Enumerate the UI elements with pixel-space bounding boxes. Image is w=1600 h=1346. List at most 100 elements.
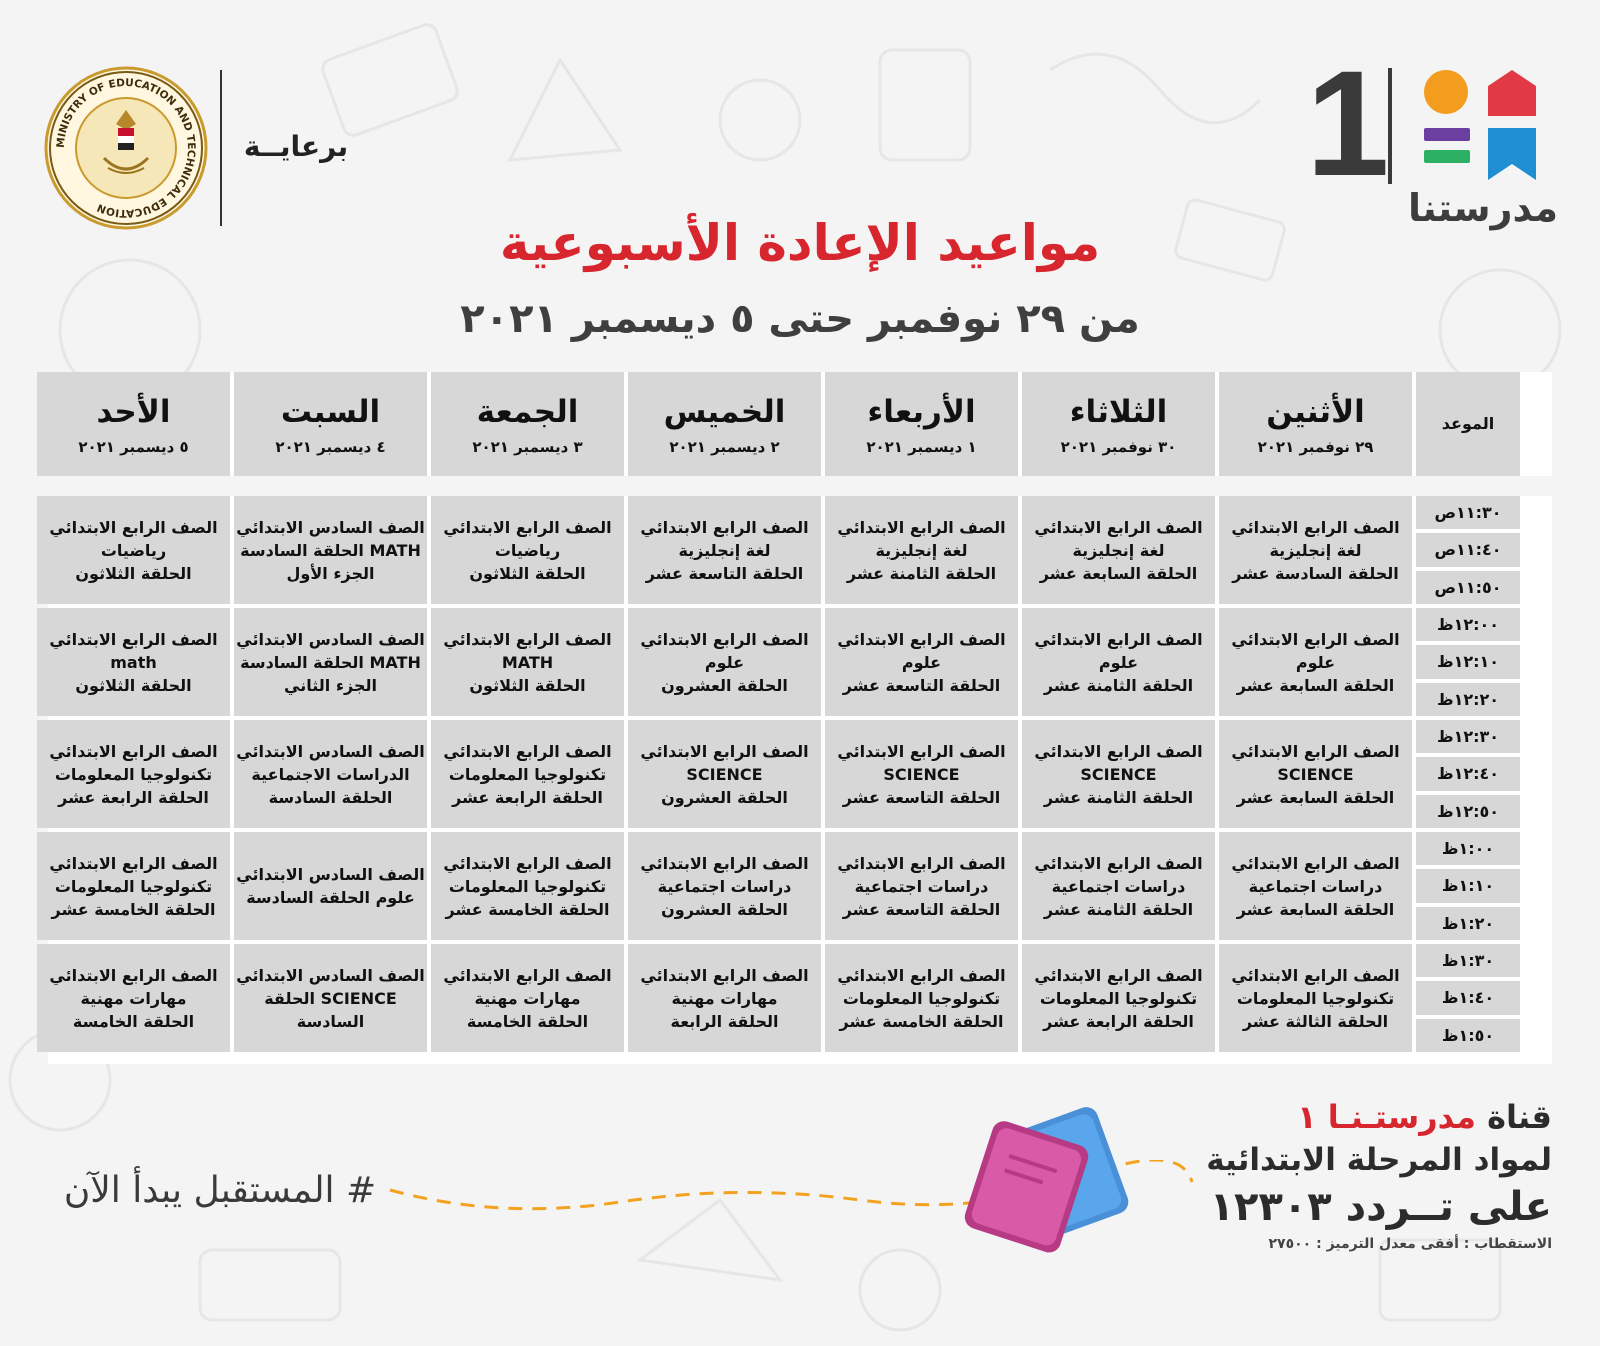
day-date: ١ ديسمبر ٢٠٢١ (866, 438, 977, 456)
lesson-line: الحلقة الثامنة عشر (846, 563, 997, 583)
lesson-cell: الصف الرابع الابتدائي تكنولوجيا المعلومات… (37, 720, 230, 828)
time-slot: ١١:٥٠ص (1416, 570, 1520, 604)
lesson-cell: الصف السادس الابتدائي MATH الحلقة السادسة… (234, 608, 427, 716)
lesson-line: الصف السادس الابتدائي (236, 517, 425, 537)
lesson-line: الصف الرابع الابتدائي (837, 517, 1006, 537)
lesson-line: الحلقة الرابعة (670, 1011, 779, 1031)
day-name: الأحد (96, 394, 171, 430)
lesson-cell: الصف الرابع الابتدائي تكنولوجيا المعلومات… (1022, 944, 1215, 1052)
lesson-line: SCIENCE (1277, 764, 1354, 784)
lesson-line: علوم (901, 652, 942, 672)
time-slot: ١٢:٤٠ظ (1416, 757, 1520, 791)
lesson-cell: الصف الرابع الابتدائي SCIENCE الحلقة الساب… (1219, 720, 1412, 828)
lesson-line: SCIENCE (883, 764, 960, 784)
brand-number: 1 (1306, 39, 1390, 207)
day-name: الجمعة (476, 394, 579, 430)
lesson-line: الحلقة الرابعة عشر (58, 787, 209, 807)
lesson-line: الحلقة الثامنة عشر (1043, 787, 1194, 807)
time-header-label: الموعد (1441, 414, 1495, 433)
time-slot: ١٢:٢٠ظ (1416, 682, 1520, 716)
lesson-line: الحلقة الرابعة عشر (452, 787, 603, 807)
lesson-cell: الصف الرابع الابتدائي رياضيات الحلقة الثلا… (431, 496, 624, 604)
lesson-line: الصف الرابع الابتدائي (1034, 517, 1203, 537)
lesson-cell: الصف الرابع الابتدائي math الحلقة الثلاثون (37, 608, 230, 716)
lesson-cell: الصف الرابع الابتدائي علوم الحلقة التاسعة … (825, 608, 1018, 716)
lesson-line: الصف الرابع الابتدائي (49, 741, 218, 761)
channel-prefix: قناة (1475, 1098, 1552, 1136)
lesson-line: الصف الرابع الابتدائي (443, 741, 612, 761)
time-column-header: الموعد (1416, 372, 1520, 476)
lesson-cell: الصف الرابع الابتدائي تكنولوجيا المعلومات… (37, 832, 230, 940)
brand-name: مدرستنا (1407, 186, 1558, 230)
lesson-line: الصف الرابع الابتدائي (837, 741, 1006, 761)
lesson-line: الحلقة الخامسة (466, 1011, 589, 1031)
day-name: الأربعاء (867, 394, 976, 430)
lesson-cell: الصف الرابع الابتدائي دراسات اجتماعية الحل… (1219, 832, 1412, 940)
lesson-line: الجزء الثاني (284, 675, 377, 695)
day-date: ٥ ديسمبر ٢٠٢١ (78, 438, 189, 456)
lesson-cell: الصف الرابع الابتدائي تكنولوجيا المعلومات… (431, 832, 624, 940)
day-date: ٢٩ نوفمبر ٢٠٢١ (1257, 438, 1374, 456)
books-illustration-icon (964, 1107, 1129, 1253)
lesson-line: الحلقة الخامسة (72, 1011, 195, 1031)
lesson-line: الحلقة السابعة عشر (1236, 899, 1395, 919)
lesson-line: الصف الرابع الابتدائي (1034, 629, 1203, 649)
lesson-cell: الصف الرابع الابتدائي مهارات مهنية الحلقة … (431, 944, 624, 1052)
lesson-cell: الصف الرابع الابتدائي لغة إنجليزية الحلقة … (825, 496, 1018, 604)
lesson-line: لغة إنجليزية (1072, 540, 1165, 560)
lesson-line: الصف السادس الابتدائي (236, 741, 425, 761)
lesson-line: الصف الرابع الابتدائي (443, 629, 612, 649)
lesson-cell: الصف الرابع الابتدائي مهارات مهنية الحلقة … (37, 944, 230, 1052)
day-date: ٣ ديسمبر ٢٠٢١ (472, 438, 583, 456)
lesson-cell: الصف السادس الابتدائي علوم الحلقة السادسة (234, 832, 427, 940)
lesson-line: تكنولوجيا المعلومات (54, 876, 213, 896)
lesson-line: لغة إنجليزية (1269, 540, 1362, 560)
lesson-line: الجزء الأول (286, 563, 375, 583)
lesson-line: رياضيات (494, 540, 561, 560)
lesson-line: علوم (1295, 652, 1336, 672)
channel-info: قناة مدرستـنـا ١ لمواد المرحلة الابتدائي… (1200, 1096, 1552, 1256)
lesson-line: الحلقة الخامسة عشر (445, 899, 610, 919)
lesson-line: لغة إنجليزية (875, 540, 968, 560)
channel-polarization: الاستقطاب : أفقى معدل الترميز : ٢٧٥٠٠ (1268, 1236, 1552, 1252)
lesson-line: الصف الرابع الابتدائي (1231, 741, 1400, 761)
lesson-line: الصف الرابع الابتدائي (443, 853, 612, 873)
lesson-line: علوم (1098, 652, 1139, 672)
day-header: السبت ٤ ديسمبر ٢٠٢١ (234, 372, 427, 476)
time-slot: ١:١٠ظ (1416, 869, 1520, 903)
lesson-line: الحلقة العشرون (661, 675, 788, 695)
day-date: ٣٠ نوفمبر ٢٠٢١ (1060, 438, 1177, 456)
lesson-cell: الصف الرابع الابتدائي علوم الحلقة السابعة … (1219, 608, 1412, 716)
lesson-line: الصف الرابع الابتدائي (1034, 965, 1203, 985)
channel-title: قناة مدرستـنـا ١ (1200, 1096, 1552, 1138)
lesson-cell: الصف الرابع الابتدائي مهارات مهنية الحلقة … (628, 944, 821, 1052)
lesson-cell: الصف الرابع الابتدائي رياضيات الحلقة الثلا… (37, 496, 230, 604)
lesson-cell: الصف الرابع الابتدائي لغة إنجليزية الحلقة … (1022, 496, 1215, 604)
lesson-cell: الصف الرابع الابتدائي تكنولوجيا المعلومات… (431, 720, 624, 828)
lesson-line: الحلقة الثلاثون (75, 563, 192, 583)
day-header: الثلاثاء ٣٠ نوفمبر ٢٠٢١ (1022, 372, 1215, 476)
lesson-line: دراسات اجتماعية (854, 876, 989, 896)
lesson-line: الصف الرابع الابتدائي (837, 965, 1006, 985)
lesson-cell: الصف الرابع الابتدائي لغة إنجليزية الحلقة … (1219, 496, 1412, 604)
lesson-cell: الصف الرابع الابتدائي SCIENCE الحلقة العشر… (628, 720, 821, 828)
lesson-line: لغة إنجليزية (678, 540, 771, 560)
lesson-line: الصف الرابع الابتدائي (49, 965, 218, 985)
lesson-line: مهارات مهنية (80, 988, 187, 1008)
lesson-line: الصف الرابع الابتدائي (1231, 629, 1400, 649)
day-name: الثلاثاء (1069, 394, 1168, 430)
lesson-line: الصف الرابع الابتدائي (49, 853, 218, 873)
sponsor-divider (220, 70, 222, 226)
lesson-cell: الصف الرابع الابتدائي SCIENCE الحلقة التاس… (825, 720, 1018, 828)
time-slot: ١٢:٥٠ظ (1416, 794, 1520, 828)
lesson-line: السادسة (296, 1011, 365, 1031)
lesson-line: MATH الحلقة السادسة (240, 652, 421, 672)
table-body: ١١:٣٠ص ١١:٤٠ص ١١:٥٠ص ١٢:٠٠ظ ١٢:١٠ظ ١٢:٢٠ظ ١٢:٣… (37, 496, 1552, 1064)
page-title: مواعيد الإعادة الأسبوعية (499, 214, 1101, 272)
lesson-line: SCIENCE (1080, 764, 1157, 784)
time-slot: ١١:٤٠ص (1416, 533, 1520, 567)
time-slot: ١٢:٣٠ظ (1416, 720, 1520, 754)
table-header-row: الموعد الأثنين ٢٩ نوفمبر ٢٠٢١ الثلاثاء ٣٠ نو… (37, 372, 1552, 476)
lesson-line: الصف الرابع الابتدائي (1034, 853, 1203, 873)
time-slot: ١٢:٠٠ظ (1416, 608, 1520, 642)
